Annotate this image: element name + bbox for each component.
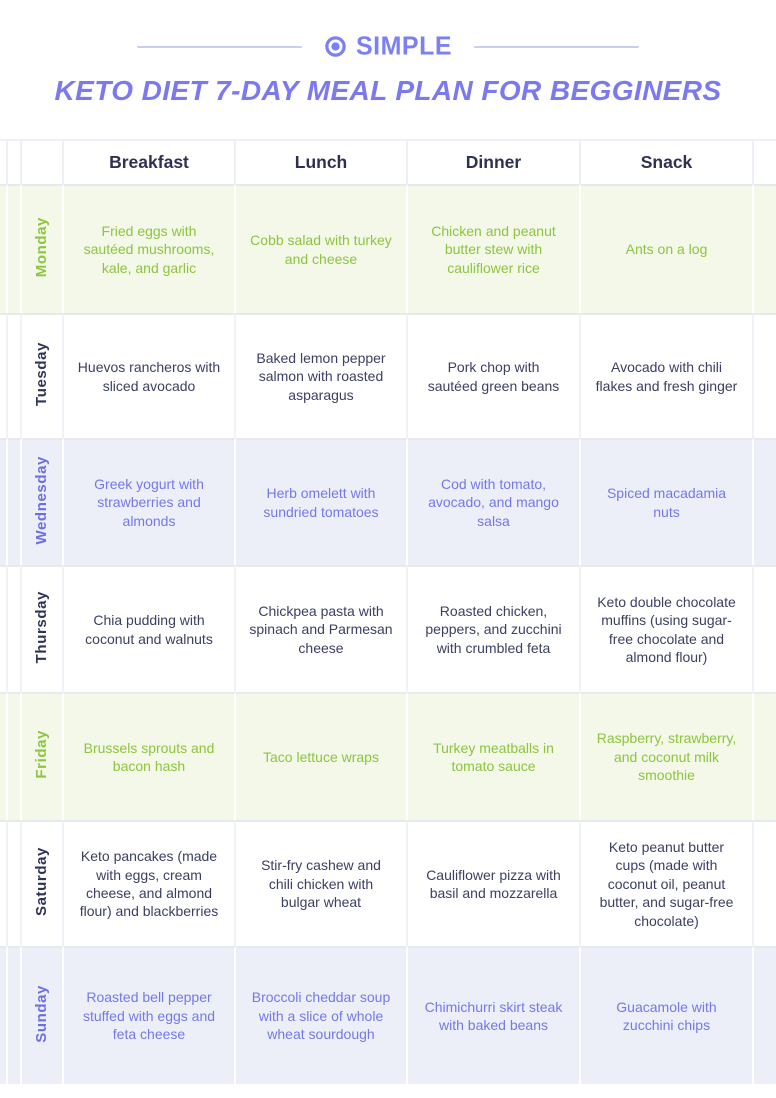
day-header-cell: [22, 139, 64, 184]
meal-cell-dinner: Cauliflower pizza with basil and mozzare…: [408, 820, 581, 946]
day-cell: Monday: [22, 184, 64, 313]
day-cell: Thursday: [22, 565, 64, 692]
table-edge-cell: [754, 692, 776, 820]
row-wednesday: Wednesday Greek yogurt with strawberries…: [0, 438, 776, 565]
meal-cell-dinner: Cod with tomato, avocado, and mango sals…: [408, 438, 581, 565]
table-edge-cell: [754, 946, 776, 1084]
meal-cell-breakfast: Greek yogurt with strawberries and almon…: [64, 438, 236, 565]
table-spacer-cell: [8, 820, 22, 946]
column-header-snack: Snack: [581, 139, 754, 184]
row-saturday: Saturday Keto pancakes (made with eggs, …: [0, 820, 776, 946]
table-spacer-cell: [8, 946, 22, 1084]
day-cell: Tuesday: [22, 313, 64, 438]
table-edge-cell: [0, 692, 8, 820]
table-spacer-cell: [8, 313, 22, 438]
header-row: Breakfast Lunch Dinner Snack: [0, 139, 776, 184]
table-edge-cell: [754, 139, 776, 184]
row-thursday: Thursday Chia pudding with coconut and w…: [0, 565, 776, 692]
day-label: Monday: [33, 217, 51, 278]
target-icon: [324, 35, 347, 58]
day-cell: Wednesday: [22, 438, 64, 565]
brand-name: SIMPLE: [355, 31, 453, 61]
meal-cell-lunch: Stir-fry cashew and chili chicken with b…: [236, 820, 408, 946]
logo-divider-left: [136, 45, 302, 48]
table-edge-cell: [754, 438, 776, 565]
meal-cell-breakfast: Roasted bell pepper stuffed with eggs an…: [64, 946, 236, 1084]
row-monday: Monday Fried eggs with sautéed mushrooms…: [0, 184, 776, 313]
row-sunday: Sunday Roasted bell pepper stuffed with …: [0, 946, 776, 1084]
table-edge-cell: [0, 313, 8, 438]
meal-cell-breakfast: Brussels sprouts and bacon hash: [64, 692, 236, 820]
meal-cell-breakfast: Fried eggs with sautéed mushrooms, kale,…: [64, 184, 236, 313]
logo-divider-right: [474, 45, 640, 48]
meal-cell-snack: Raspberry, strawberry, and coconut milk …: [581, 692, 754, 820]
table-edge-cell: [754, 313, 776, 438]
meal-cell-dinner: Chicken and peanut butter stew with caul…: [408, 184, 581, 313]
meal-cell-dinner: Turkey meatballs in tomato sauce: [408, 692, 581, 820]
day-cell: Friday: [22, 692, 64, 820]
meal-cell-snack: Avocado with chili flakes and fresh ging…: [581, 313, 754, 438]
column-header-breakfast: Breakfast: [64, 139, 236, 184]
row-friday: Friday Brussels sprouts and bacon hash T…: [0, 692, 776, 820]
day-label: Thursday: [33, 591, 51, 664]
day-label: Wednesday: [33, 456, 51, 545]
meal-cell-lunch: Cobb salad with turkey and cheese: [236, 184, 408, 313]
table-edge-cell: [0, 184, 8, 313]
table-edge-cell: [0, 565, 8, 692]
table-edge-cell: [0, 139, 8, 184]
meal-cell-snack: Keto double chocolate muffins (using sug…: [581, 565, 754, 692]
meal-cell-lunch: Herb omelett with sundried tomatoes: [236, 438, 408, 565]
meal-cell-snack: Keto peanut butter cups (made with cocon…: [581, 820, 754, 946]
brand-header: SIMPLE: [0, 0, 776, 59]
table-spacer-cell: [8, 184, 22, 313]
meal-cell-breakfast: Chia pudding with coconut and walnuts: [64, 565, 236, 692]
table-edge-cell: [0, 820, 8, 946]
meal-cell-snack: Spiced macadamia nuts: [581, 438, 754, 565]
table-spacer-cell: [8, 565, 22, 692]
table-edge-cell: [0, 438, 8, 565]
day-label: Saturday: [33, 847, 51, 917]
table-edge-cell: [0, 946, 8, 1084]
table-spacer-cell: [8, 692, 22, 820]
meal-cell-breakfast: Huevos rancheros with sliced avocado: [64, 313, 236, 438]
table-spacer-cell: [8, 438, 22, 565]
table-edge-cell: [754, 820, 776, 946]
day-cell: Saturday: [22, 820, 64, 946]
meal-cell-breakfast: Keto pancakes (made with eggs, cream che…: [64, 820, 236, 946]
column-header-lunch: Lunch: [236, 139, 408, 184]
row-tuesday: Tuesday Huevos rancheros with sliced avo…: [0, 313, 776, 438]
meal-cell-lunch: Taco lettuce wraps: [236, 692, 408, 820]
meal-cell-dinner: Roasted chicken, peppers, and zucchini w…: [408, 565, 581, 692]
table-edge-cell: [754, 565, 776, 692]
day-label: Tuesday: [33, 342, 51, 407]
meal-cell-dinner: Pork chop with sautéed green beans: [408, 313, 581, 438]
day-cell: Sunday: [22, 946, 64, 1084]
meal-cell-lunch: Chickpea pasta with spinach and Parmesan…: [236, 565, 408, 692]
brand-logo: SIMPLE: [324, 31, 453, 61]
meal-cell-snack: Ants on a log: [581, 184, 754, 313]
table-edge-cell: [754, 184, 776, 313]
meal-cell-dinner: Chimichurri skirt steak with baked beans: [408, 946, 581, 1084]
meal-cell-lunch: Broccoli cheddar soup with a slice of wh…: [236, 946, 408, 1084]
day-label: Friday: [33, 730, 51, 780]
meal-plan-table: Breakfast Lunch Dinner Snack Monday Frie…: [0, 139, 776, 1084]
meal-cell-lunch: Baked lemon pepper salmon with roasted a…: [236, 313, 408, 438]
page-title: KETO DIET 7-DAY MEAL PLAN FOR BEGGINERS: [54, 75, 722, 106]
meal-cell-snack: Guacamole with zucchini chips: [581, 946, 754, 1084]
day-label: Sunday: [33, 984, 51, 1043]
table-spacer-cell: [8, 139, 22, 184]
column-header-dinner: Dinner: [408, 139, 581, 184]
